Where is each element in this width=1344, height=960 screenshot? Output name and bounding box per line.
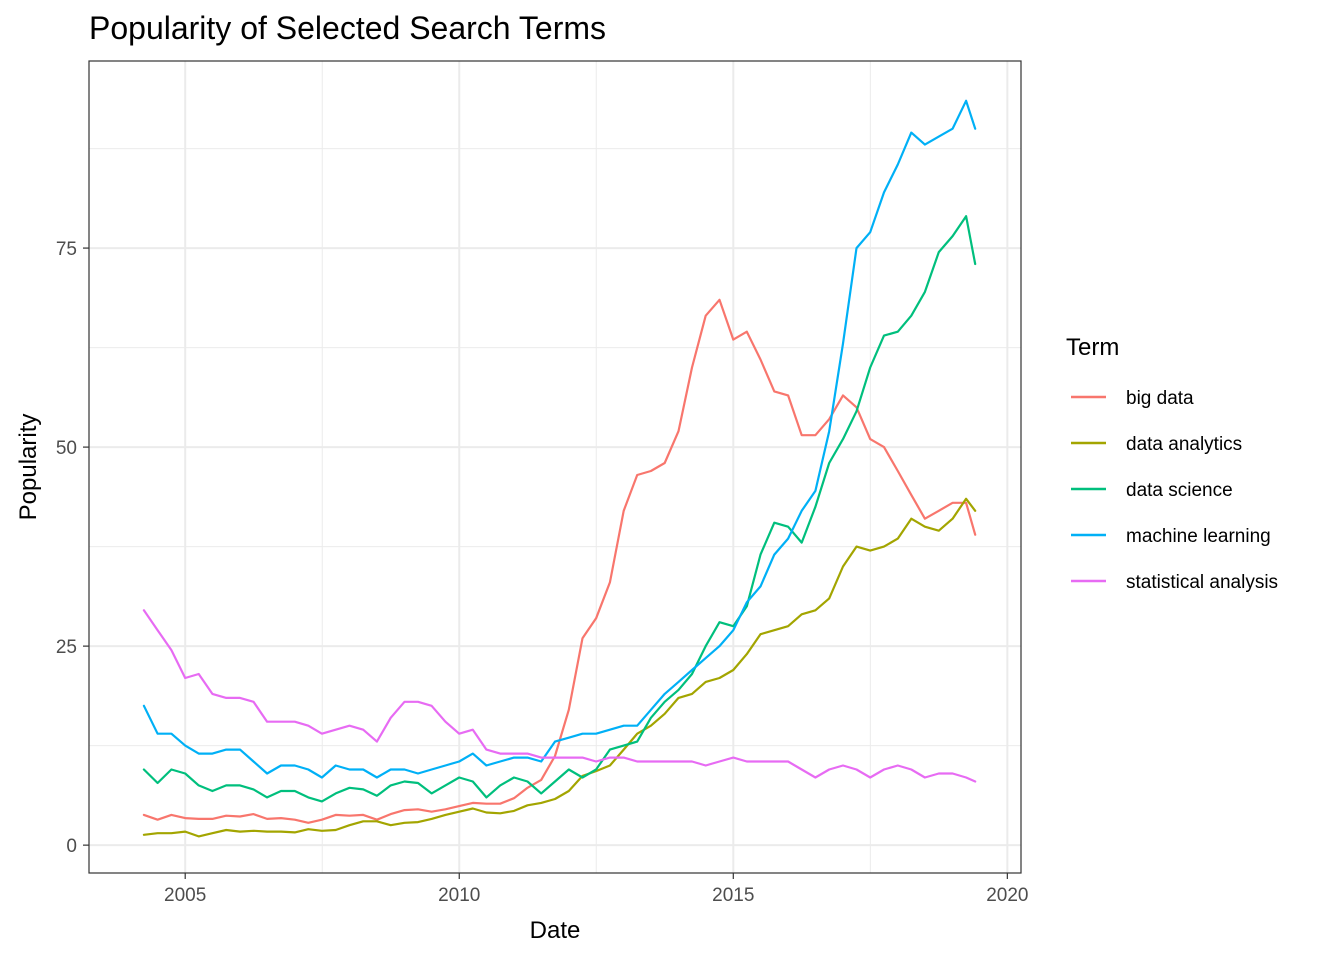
y-axis: 0 25 50 75 [56, 239, 89, 857]
y-tick-label: 50 [56, 438, 77, 459]
legend-item-data-analytics: data analytics [1071, 434, 1242, 455]
x-tick-label: 2015 [712, 885, 754, 906]
plot-panel-border [88, 60, 1022, 874]
legend-label-machine-learning: machine learning [1126, 526, 1271, 547]
y-axis-title: Popularity [15, 414, 42, 521]
y-tick-label: 0 [66, 836, 77, 857]
legend-item-statistical-analysis: statistical analysis [1071, 572, 1278, 593]
chart-title: Popularity of Selected Search Terms [89, 10, 606, 46]
y-tick-label: 25 [56, 637, 77, 658]
series-lines [142, 99, 977, 838]
legend-item-big-data: big data [1071, 388, 1194, 409]
x-axis: 2005 2010 2015 2020 [164, 873, 1028, 906]
x-tick-label: 2020 [986, 885, 1028, 906]
series-line-data-analytics [142, 497, 977, 838]
legend-label-data-science: data science [1126, 480, 1233, 501]
legend-title: Term [1066, 334, 1119, 361]
legend-label-data-analytics: data analytics [1126, 434, 1242, 455]
legend: Term big data data analytics data science m… [1066, 334, 1278, 593]
x-axis-title: Date [530, 917, 581, 944]
x-tick-label: 2005 [164, 885, 206, 906]
y-tick-label: 75 [56, 239, 77, 260]
series-line-machine-learning [142, 99, 977, 779]
minor-gridlines [89, 61, 1021, 873]
legend-item-machine-learning: machine learning [1071, 526, 1271, 547]
series-line-statistical-analysis [142, 609, 977, 783]
legend-item-data-science: data science [1071, 480, 1233, 501]
x-tick-label: 2010 [438, 885, 480, 906]
legend-items: big data data analytics data science machin… [1071, 388, 1278, 593]
series-line-data-science [142, 215, 977, 803]
legend-label-big-data: big data [1126, 388, 1194, 409]
legend-label-statistical-analysis: statistical analysis [1126, 572, 1278, 593]
series-line-big-data [142, 298, 977, 824]
major-gridlines [89, 61, 1021, 873]
